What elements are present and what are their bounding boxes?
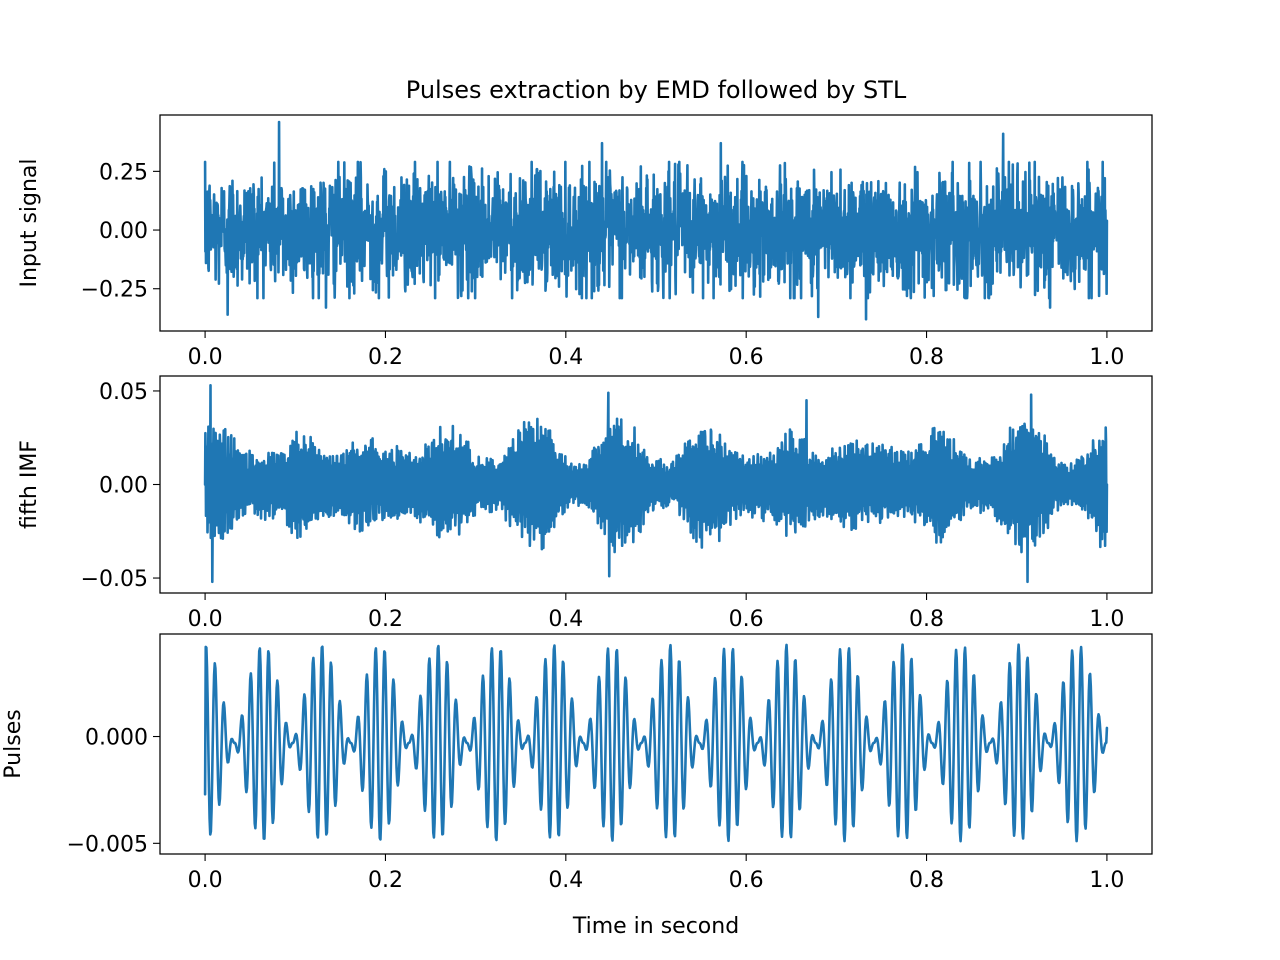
x-tick-label: 0.0: [188, 607, 223, 632]
x-tick-label: 0.4: [548, 607, 583, 632]
x-axis-label: Time in second: [572, 914, 739, 939]
y-axis-label: Input signal: [17, 158, 42, 287]
x-tick-label: 0.8: [909, 868, 944, 893]
subplot-stack: 0.0 0.2 0.4 0.6 0.8 1.0 −0.25 0.00 0.25 Input sig…: [1, 114, 1153, 939]
subplot-3: 0.0 0.2 0.4 0.6 0.8 1.0 −0.005 0.000 Pulses Time …: [1, 633, 1153, 939]
x-tick-label: 0.8: [909, 345, 944, 370]
x-tick-label: 0.0: [188, 345, 223, 370]
y-tick-label: 0.00: [99, 474, 148, 499]
subplot-1: 0.0 0.2 0.4 0.6 0.8 1.0 −0.25 0.00 0.25 Input sig…: [17, 114, 1153, 370]
series-line: [203, 384, 1109, 584]
x-tick-label: 0.6: [729, 868, 764, 893]
subplot-2: 0.0 0.2 0.4 0.6 0.8 1.0 −0.05 0.00 0.05 fifth IMF: [17, 375, 1153, 632]
y-tick-label: 0.000: [85, 726, 148, 751]
x-tick-label: 0.8: [909, 607, 944, 632]
y-tick-label: 0.00: [99, 219, 148, 244]
x-tick-label: 0.4: [548, 868, 583, 893]
axes-frame: [159, 633, 1153, 855]
x-tick-label: 0.4: [548, 345, 583, 370]
series-line: [203, 120, 1109, 321]
x-tick-label: 0.0: [188, 868, 223, 893]
x-tick-label: 1.0: [1089, 345, 1124, 370]
figure-title: Pulses extraction by EMD followed by STL: [406, 76, 907, 104]
x-tick-label: 0.2: [368, 868, 403, 893]
x-tick-label: 1.0: [1089, 868, 1124, 893]
y-tick-label: 0.25: [99, 160, 148, 185]
x-tick-label: 1.0: [1089, 607, 1124, 632]
x-tick-label: 0.6: [729, 607, 764, 632]
y-tick-label: 0.05: [99, 380, 148, 405]
y-tick-label: −0.05: [81, 567, 148, 592]
x-tick-label: 0.2: [368, 345, 403, 370]
y-axis-label: Pulses: [1, 709, 26, 778]
y-tick-label: −0.25: [81, 278, 148, 303]
series-line: [203, 643, 1109, 843]
y-axis-label: fifth IMF: [17, 440, 42, 529]
x-tick-label: 0.2: [368, 607, 403, 632]
axes-frame: [159, 114, 1153, 332]
y-tick-label: −0.005: [67, 832, 148, 857]
x-tick-label: 0.6: [729, 345, 764, 370]
